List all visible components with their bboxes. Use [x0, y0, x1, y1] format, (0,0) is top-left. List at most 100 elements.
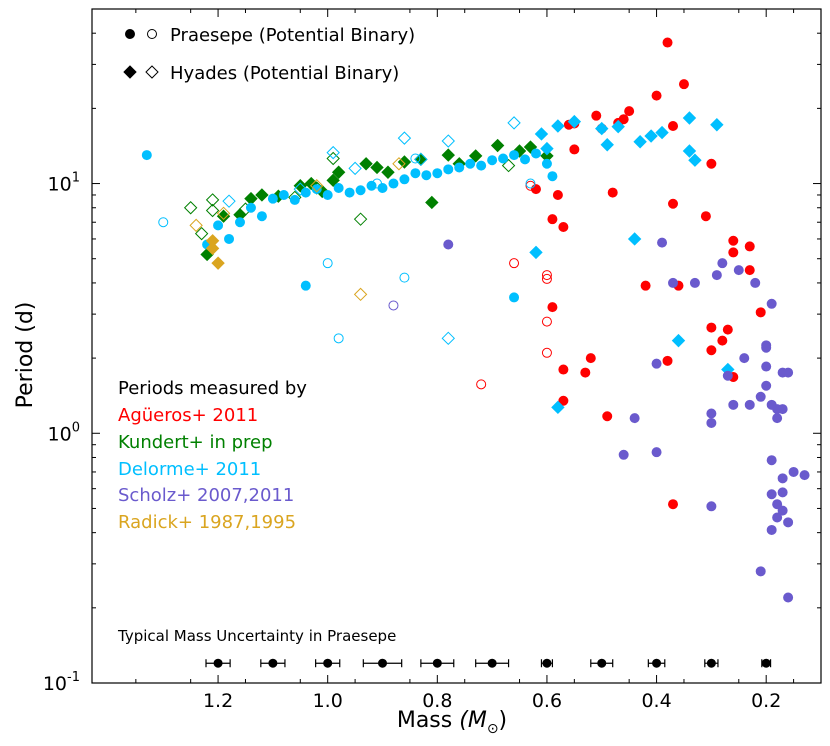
delorme-2011-circle-point	[278, 189, 289, 200]
error-bar-point	[761, 658, 771, 668]
kundert-in-prep-diamond-binary-point	[205, 203, 220, 218]
legend-hyades-open-marker	[145, 65, 159, 79]
delorme-2011-circle-point	[443, 164, 454, 175]
radick-1987-1995-diamond-point	[205, 241, 220, 256]
scholz-2007-2011-circle-point	[761, 380, 772, 391]
delorme-2011-diamond-point	[595, 121, 609, 136]
y-tick-label: 10-1	[43, 670, 80, 695]
scholz-2007-2011-circle-point	[783, 367, 794, 378]
scholz-2007-2011-circle-point	[766, 298, 777, 309]
kundert-in-prep-diamond-binary-point	[205, 193, 220, 207]
ag-eros-2011-circle-point	[602, 411, 613, 422]
delorme-2011-circle-point	[311, 184, 322, 195]
credit-kundert: Kundert+ in prep	[118, 432, 273, 453]
ag-eros-2011-circle-point	[651, 90, 662, 101]
delorme-2011-circle-binary-point	[333, 333, 344, 344]
ag-eros-2011-circle-binary-point	[541, 273, 552, 284]
scholz-2007-2011-circle-point	[443, 239, 454, 250]
y-tick-label-base: 10	[48, 174, 72, 196]
scholz-2007-2011-circle-point	[766, 524, 777, 535]
delorme-2011-circle-point	[322, 189, 333, 200]
delorme-2011-circle-point	[333, 182, 344, 193]
uncertainty-note: Typical Mass Uncertainty in Praesepe	[117, 627, 396, 645]
scholz-2007-2011-circle-point	[783, 592, 794, 603]
delorme-2011-diamond-binary-point	[441, 331, 455, 346]
x-axis-unit-close: )	[499, 708, 508, 733]
delorme-2011-circle-point	[487, 155, 498, 166]
scholz-2007-2011-circle-point	[772, 512, 783, 523]
scholz-2007-2011-circle-point	[788, 466, 799, 477]
kundert-in-prep-diamond-point	[216, 209, 231, 223]
scholz-2007-2011-circle-point	[706, 417, 717, 428]
scholz-2007-2011-circle-point	[761, 361, 772, 372]
x-tick-label: 0.6	[532, 690, 562, 712]
scholz-2007-2011-circle-point	[651, 358, 662, 369]
scholz-2007-2011-circle-point	[772, 499, 783, 510]
ag-eros-2011-circle-point	[662, 355, 673, 366]
delorme-2011-circle-binary-point	[322, 258, 333, 269]
credit-radick: Radick+ 1987,1995	[118, 512, 296, 533]
ag-eros-2011-circle-point	[547, 214, 558, 225]
scholz-2007-2011-circle-point	[618, 449, 629, 460]
scholz-2007-2011-circle-binary-point	[388, 300, 399, 311]
delorme-2011-circle-point	[289, 194, 300, 205]
ag-eros-2011-circle-point	[700, 211, 711, 222]
delorme-2011-circle-point	[256, 211, 267, 222]
scholz-2007-2011-circle-point	[755, 391, 766, 402]
ag-eros-2011-circle-point	[668, 499, 679, 510]
delorme-2011-circle-point	[465, 158, 476, 169]
delorme-2011-circle-point	[355, 185, 366, 196]
ag-eros-2011-circle-binary-point	[541, 347, 552, 358]
ag-eros-2011-circle-binary-point	[509, 258, 520, 269]
ag-eros-2011-circle-point	[668, 121, 679, 132]
delorme-2011-circle-point	[213, 220, 224, 231]
kundert-in-prep-diamond-point	[370, 160, 384, 175]
ag-eros-2011-circle-point	[569, 144, 580, 155]
radick-1987-1995-diamond-binary-point	[189, 218, 203, 233]
delorme-2011-circle-point	[267, 193, 278, 204]
scholz-2007-2011-circle-point	[651, 447, 662, 458]
delorme-2011-circle-binary-point	[158, 217, 169, 228]
delorme-2011-circle-point	[366, 180, 377, 191]
uncertainty-error-bars	[205, 658, 772, 668]
x-tick-label: 0.8	[422, 690, 452, 712]
delorme-2011-diamond-binary-point	[222, 194, 236, 208]
delorme-2011-circle-point	[300, 280, 311, 291]
scholz-2007-2011-circle-point	[689, 277, 700, 288]
delorme-2011-circle-point	[141, 150, 152, 161]
error-bar-point	[652, 658, 662, 668]
scholz-2007-2011-circle-point	[728, 399, 739, 410]
delorme-2011-circle-point	[498, 153, 509, 164]
error-bar-point	[487, 658, 497, 668]
delorme-2011-diamond-point	[627, 232, 642, 246]
delorme-2011-diamond-binary-point	[507, 116, 521, 130]
period-credits: Periods measured by Agüeros+ 2011 Kunder…	[118, 378, 307, 533]
ag-eros-2011-circle-point	[558, 395, 569, 406]
delorme-2011-diamond-point	[529, 245, 543, 260]
delorme-2011-diamond-point	[540, 141, 554, 156]
scholz-2007-2011-circle-point	[629, 413, 640, 424]
delorme-2011-circle-point	[530, 148, 541, 159]
scholz-2007-2011-circle-point	[772, 413, 783, 424]
scholz-2007-2011-circle-point	[783, 517, 794, 528]
scholz-2007-2011-circle-point	[733, 265, 744, 276]
error-bar-point	[323, 658, 333, 668]
credit-scholz: Scholz+ 2007,2011	[118, 485, 294, 506]
error-bar-point	[542, 658, 552, 668]
kundert-in-prep-diamond-point	[468, 149, 483, 163]
scholz-2007-2011-circle-point	[755, 566, 766, 577]
error-bar-point	[597, 658, 607, 668]
delorme-2011-diamond-binary-point	[326, 145, 340, 160]
ag-eros-2011-circle-point	[678, 79, 689, 90]
delorme-2011-diamond-binary-point	[441, 134, 455, 148]
y-axis-label: Period (d)	[13, 302, 38, 409]
scholz-2007-2011-circle-point	[777, 404, 788, 415]
ag-eros-2011-circle-point	[624, 106, 635, 117]
error-bar-point	[268, 658, 278, 668]
scholz-2007-2011-circle-point	[722, 370, 733, 381]
delorme-2011-diamond-binary-point	[348, 161, 362, 176]
kundert-in-prep-diamond-point	[255, 188, 269, 202]
kundert-in-prep-diamond-point	[397, 155, 412, 169]
radick-1987-1995-diamond-binary-point	[216, 206, 231, 221]
legend-markers	[123, 29, 159, 79]
